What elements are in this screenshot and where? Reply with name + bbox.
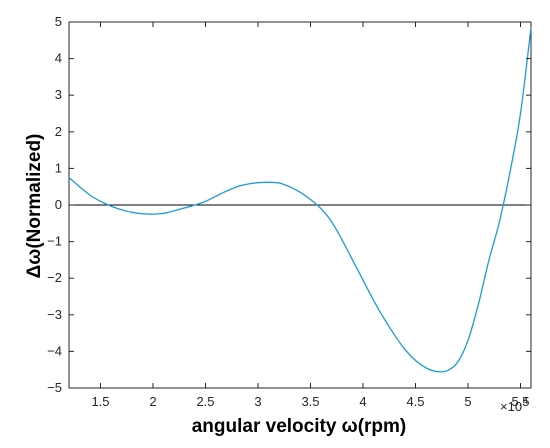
x-axis-exponent-power: 4 [523,396,528,406]
x-tick-label: 5 [464,394,471,409]
y-tick-label: 0 [55,197,62,212]
axis-ticks [69,21,531,389]
x-tick-label: 3 [254,394,261,409]
y-tick-label: −3 [47,307,62,322]
plot-area [68,21,532,389]
x-axis-title: angular velocity ω(rpm) [192,416,407,437]
y-axis-title: Δω(Normalized) [24,134,45,279]
y-tick-label: −1 [47,234,62,249]
x-tick-label: 3.5 [301,394,319,409]
x-axis-exponent: ×10 4 [500,396,528,414]
y-tick-label: −5 [47,380,62,395]
x-tick-label: 2.5 [196,394,214,409]
x-tick-label: 2 [149,394,156,409]
series-line [68,27,532,373]
y-tick-label: 3 [55,87,62,102]
x-tick-label: 5.5 [511,394,529,409]
y-tick-label: 5 [55,14,62,29]
x-tick-label: 1.5 [91,394,109,409]
x-tick-label: 4.5 [406,394,424,409]
x-axis-exponent-base: ×10 [500,399,522,414]
y-tick-label: 2 [55,124,62,139]
x-tick-label: 4 [359,394,366,409]
y-tick-label: −2 [47,270,62,285]
y-tick-label: −4 [47,343,62,358]
axis-tick-labels: 1.5 2 2.5 3 3.5 4 4.5 5 5.5 5 4 3 2 1 0 −1 −2 −3 −4 −5 [47,14,529,409]
y-tick-label: 1 [55,160,62,175]
y-tick-label: 4 [55,51,62,66]
